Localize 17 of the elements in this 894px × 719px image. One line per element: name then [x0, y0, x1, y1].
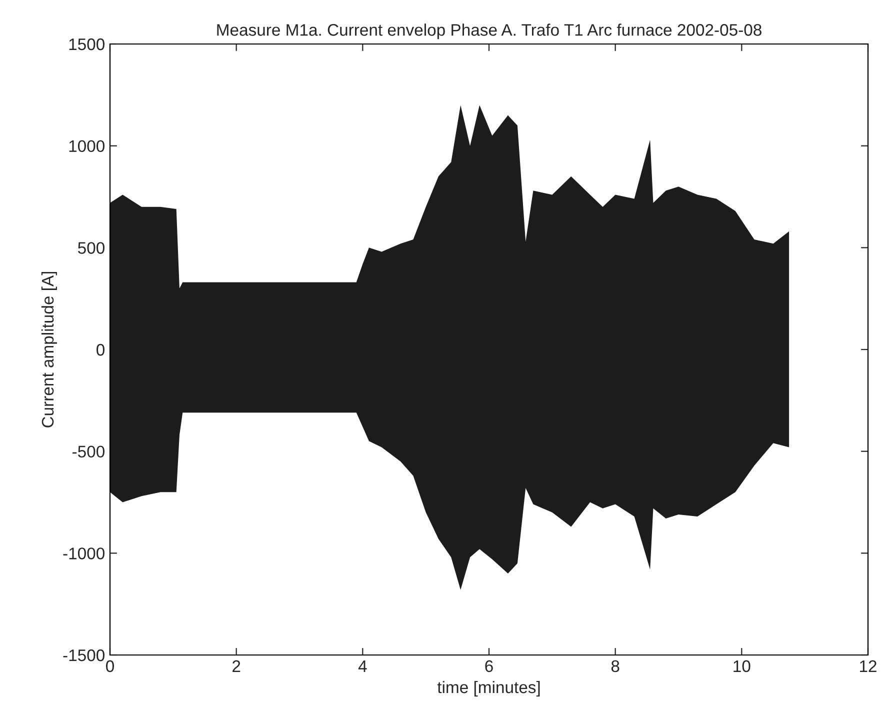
- x-tick-label: 10: [734, 660, 750, 672]
- x-tick-label: 0: [106, 660, 114, 672]
- y-tick-label: 1500: [69, 38, 104, 50]
- x-tick-label: 12: [860, 660, 876, 672]
- y-axis-title: Current amplitude [A]: [41, 272, 57, 428]
- y-tick-label: -500: [72, 446, 104, 458]
- y-tick-label: -1500: [63, 649, 104, 662]
- chart-title: Measure M1a. Current envelop Phase A. Trafo T1 Arc furnace 2002-05-08: [217, 24, 762, 40]
- y-tick-label: 0: [96, 344, 104, 356]
- x-tick-label: 4: [358, 660, 367, 672]
- x-tick-label: 6: [485, 660, 493, 672]
- x-axis-title: time [minutes]: [437, 680, 540, 696]
- y-tick-label: 1000: [69, 140, 104, 152]
- y-tick-label: -1000: [63, 548, 104, 560]
- x-tick-label: 2: [232, 660, 240, 672]
- y-tick-label: 500: [78, 242, 104, 254]
- x-tick-label: 8: [611, 660, 620, 672]
